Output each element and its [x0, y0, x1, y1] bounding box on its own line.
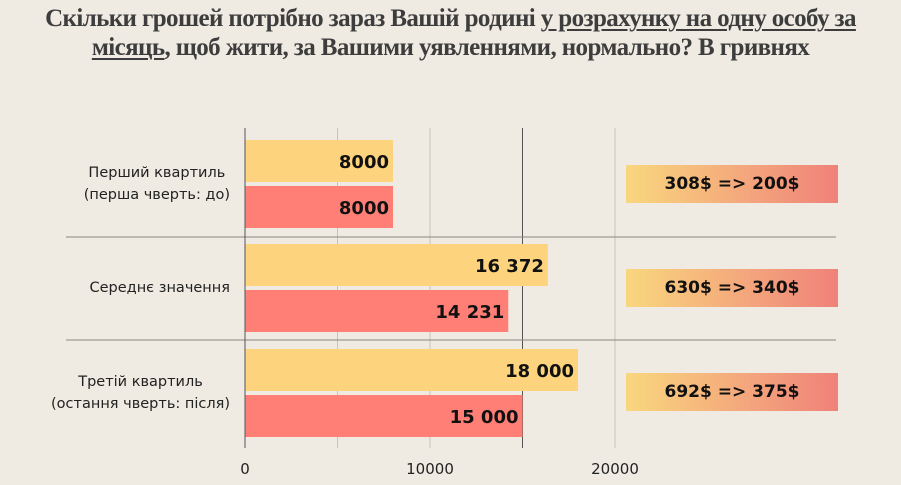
bar-value-label: 8000 — [339, 152, 389, 173]
category-label-line: Перший квартиль — [88, 165, 226, 181]
bar — [245, 395, 523, 437]
x-tick-label: 20000 — [591, 460, 639, 478]
currency-conversion-box: 308$ => 200$ — [626, 165, 838, 203]
category-label: Середнє значення — [90, 277, 231, 299]
category-label-line: (остання чверть: після) — [51, 396, 230, 412]
currency-conversion-box: 630$ => 340$ — [626, 269, 838, 307]
x-tick-label: 10000 — [406, 460, 454, 478]
category-label: Третій квартиль (остання чверть: після) — [51, 371, 230, 415]
title-part: , щоб жити, за Вашими уявленнями, нормал… — [164, 34, 810, 61]
bar-value-label: 14 231 — [435, 302, 504, 323]
category-label-line: (перша чверть: до) — [83, 187, 230, 203]
bar — [245, 349, 578, 391]
bar — [245, 244, 548, 286]
title-underlined: у розрахунку на одну особу за місяць — [91, 5, 857, 61]
title-part: Скільки грошей потрібно зараз Вашій роди… — [45, 5, 541, 32]
category-label-line: Третій квартиль — [78, 374, 203, 390]
bar — [245, 140, 393, 182]
bar — [245, 186, 393, 228]
bar-value-label: 18 000 — [505, 361, 574, 382]
x-tick-label: 0 — [240, 460, 250, 478]
chart-title: Скільки грошей потрібно зараз Вашій роди… — [10, 4, 891, 62]
category-label: Перший квартиль (перша чверть: до) — [84, 162, 230, 206]
bar-value-label: 16 372 — [475, 256, 544, 277]
bar-value-label: 15 000 — [450, 407, 519, 428]
currency-conversion-box: 692$ => 375$ — [626, 373, 838, 411]
category-label-line: Середнє значення — [89, 280, 231, 296]
bar-value-label: 8000 — [339, 198, 389, 219]
bar — [245, 290, 509, 332]
